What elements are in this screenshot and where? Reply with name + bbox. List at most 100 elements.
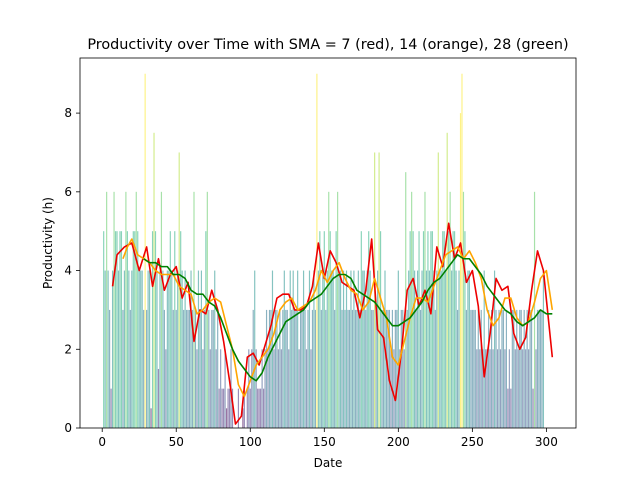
bar	[396, 309, 398, 428]
bar	[329, 231, 331, 428]
bar	[197, 270, 200, 428]
bar	[246, 388, 248, 428]
bar	[215, 349, 217, 428]
bar	[221, 388, 223, 428]
bar	[455, 270, 457, 428]
bar	[528, 349, 530, 428]
bar	[156, 270, 158, 428]
bar	[516, 309, 518, 428]
plot-area-frame	[79, 57, 577, 429]
sma-line-2	[122, 238, 554, 398]
bar	[301, 309, 303, 428]
bar	[171, 270, 173, 428]
bar	[416, 270, 419, 428]
bar	[465, 309, 468, 428]
x-tick-label: 300	[535, 435, 558, 449]
bar	[212, 309, 214, 428]
bar	[399, 349, 401, 428]
bar	[134, 231, 136, 428]
bar	[111, 270, 114, 428]
bar	[411, 191, 413, 428]
bar	[237, 388, 240, 428]
bar	[320, 309, 322, 428]
sma-line-3	[143, 254, 553, 382]
bar	[265, 309, 268, 428]
bar	[313, 270, 315, 428]
bar	[123, 270, 126, 428]
bar	[536, 309, 539, 428]
bar	[159, 270, 161, 428]
bar	[187, 309, 189, 428]
bar	[507, 388, 509, 428]
bar	[257, 388, 259, 428]
bar	[368, 231, 370, 428]
bar	[479, 349, 481, 428]
bar	[300, 309, 302, 428]
bar	[443, 231, 445, 428]
bar	[508, 349, 510, 428]
bar	[283, 270, 285, 428]
bar	[378, 152, 380, 428]
bar	[533, 191, 536, 428]
bar	[106, 191, 108, 428]
bar	[276, 309, 278, 428]
bar	[331, 270, 333, 428]
bar	[190, 270, 192, 428]
bar	[439, 270, 441, 428]
bar	[280, 349, 282, 428]
bar	[493, 270, 496, 428]
bar	[498, 309, 500, 428]
bar	[288, 349, 290, 428]
bar	[285, 309, 287, 428]
bar	[513, 309, 515, 428]
bar	[186, 309, 188, 428]
x-axis-label: Date	[314, 456, 343, 470]
bar	[263, 388, 265, 428]
bar	[135, 191, 137, 428]
bar	[273, 349, 275, 428]
bar	[205, 231, 207, 428]
bar	[357, 270, 359, 428]
bar	[415, 309, 417, 428]
bar	[391, 309, 393, 428]
bar	[261, 349, 263, 428]
bar	[128, 270, 130, 428]
bar	[211, 309, 213, 428]
bar	[243, 388, 245, 428]
bar	[496, 349, 499, 428]
bar	[535, 349, 537, 428]
bar	[397, 270, 399, 428]
bar	[277, 349, 279, 428]
bar	[483, 270, 485, 428]
bar	[351, 309, 354, 428]
bar	[307, 309, 309, 428]
bar	[379, 231, 382, 428]
bar	[323, 231, 325, 428]
bar	[220, 349, 222, 428]
bar	[217, 309, 219, 428]
bar	[196, 349, 198, 428]
y-tick-label: 2	[64, 342, 72, 356]
sma-lines	[111, 222, 554, 425]
bar	[409, 231, 411, 428]
bar	[117, 270, 120, 428]
bar	[514, 349, 516, 428]
bar	[390, 349, 392, 428]
bar	[199, 309, 201, 428]
bar	[294, 309, 296, 428]
bar	[177, 270, 179, 428]
bar	[434, 309, 436, 428]
bar	[488, 309, 490, 428]
bar	[350, 270, 352, 428]
bar	[326, 270, 328, 428]
bar	[183, 309, 185, 428]
bar	[274, 309, 277, 428]
bar	[137, 231, 139, 428]
bar	[523, 309, 525, 428]
bar	[297, 270, 299, 428]
bar	[522, 349, 524, 428]
bar	[314, 309, 316, 428]
bar	[116, 231, 118, 428]
bar	[249, 388, 251, 428]
bar	[180, 231, 182, 428]
